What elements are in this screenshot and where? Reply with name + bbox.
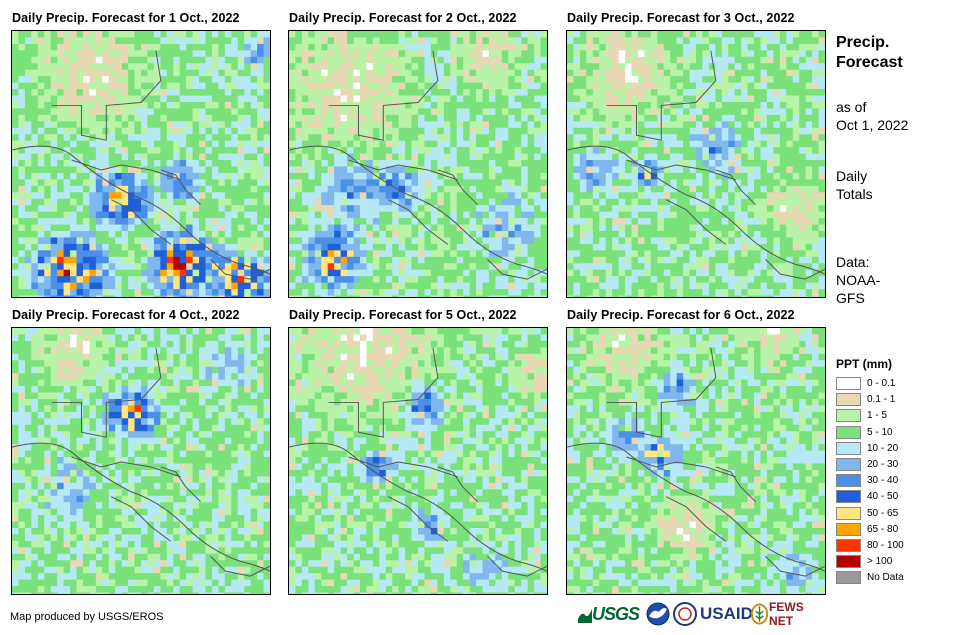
legend-swatch: [836, 393, 861, 407]
side-title: Precip. Forecast: [836, 34, 903, 71]
legend-label: 65 - 80: [867, 523, 899, 535]
legend-item: No Data: [836, 571, 966, 586]
legend-title: PPT (mm): [836, 357, 893, 371]
forecast-map-3: [566, 30, 826, 298]
legend-label: 1 - 5: [867, 410, 888, 422]
legend-item: 5 - 10: [836, 425, 966, 441]
legend-item: 50 - 65: [836, 506, 966, 522]
legend-item: 10 - 20: [836, 441, 966, 457]
legend-swatch: [836, 377, 861, 390]
fews-wheat-icon: [750, 603, 769, 625]
legend-swatch: [836, 441, 861, 455]
nasa-logo: [673, 600, 697, 628]
legend-label: > 100: [867, 556, 893, 568]
legend-label: 20 - 30: [867, 459, 899, 470]
legend-label: No Data: [867, 572, 904, 584]
legend-swatch: [836, 506, 861, 520]
legend-item: 65 - 80: [836, 522, 966, 538]
legend-item: 20 - 30: [836, 458, 966, 473]
legend-label: 50 - 65: [867, 507, 899, 519]
as-of-date: as of Oct 1, 2022: [836, 99, 909, 133]
forecast-map-2: [288, 30, 548, 298]
legend-label: 40 - 50: [867, 491, 899, 503]
legend-swatch: [836, 555, 861, 569]
usgs-logo: USGS: [578, 600, 640, 628]
panel-title-2: Daily Precip. Forecast for 2 Oct., 2022: [289, 11, 517, 25]
legend-label: 10 - 20: [867, 442, 899, 454]
legend-label: 80 - 100: [867, 540, 904, 551]
usaid-logo: USAID: [700, 604, 753, 623]
nasa-meatball-icon: [673, 602, 697, 626]
legend-item: 80 - 100: [836, 539, 966, 554]
noaa-bird-icon: [646, 602, 670, 626]
forecast-map-1: [11, 30, 271, 298]
forecast-map-6: [566, 327, 826, 595]
legend-swatch: [836, 458, 861, 471]
partner-logos: USGS USAID FEWS NET: [578, 600, 828, 630]
legend-label: 0.1 - 1: [867, 394, 896, 406]
legend-label: 30 - 40: [867, 475, 899, 487]
legend-item: 0.1 - 1: [836, 393, 966, 408]
legend-label: 0 - 0.1: [867, 378, 896, 389]
legend-label: 5 - 10: [867, 426, 893, 438]
legend-item: 30 - 40: [836, 474, 966, 489]
forecast-map-4: [11, 327, 271, 595]
panel-title-6: Daily Precip. Forecast for 6 Oct., 2022: [567, 308, 795, 322]
forecast-map-5: [288, 327, 548, 595]
daily-totals-label: Daily Totals: [836, 168, 873, 202]
legend-item: 40 - 50: [836, 490, 966, 505]
panel-title-1: Daily Precip. Forecast for 1 Oct., 2022: [12, 11, 240, 25]
data-source: Data: NOAA- GFS: [836, 254, 881, 306]
legend-swatch: [836, 474, 861, 488]
legend-item: 0 - 0.1: [836, 377, 966, 392]
panel-title-4: Daily Precip. Forecast for 4 Oct., 2022: [12, 308, 240, 322]
legend-swatch: [836, 490, 861, 504]
legend-swatch: [836, 522, 861, 536]
legend-swatch: [836, 425, 861, 439]
legend-item: 1 - 5: [836, 409, 966, 424]
legend-swatch: [836, 409, 861, 423]
fews-net-logo: FEWS NET: [750, 600, 828, 628]
panel-title-3: Daily Precip. Forecast for 3 Oct., 2022: [567, 11, 795, 25]
panel-title-5: Daily Precip. Forecast for 5 Oct., 2022: [289, 308, 517, 322]
legend-swatch: [836, 571, 861, 585]
noaa-logo: [646, 600, 670, 628]
usgs-wave-icon: [578, 609, 592, 623]
legend-item: > 100: [836, 555, 966, 570]
map-credit: Map produced by USGS/EROS: [10, 611, 164, 623]
legend-swatch: [836, 539, 861, 552]
